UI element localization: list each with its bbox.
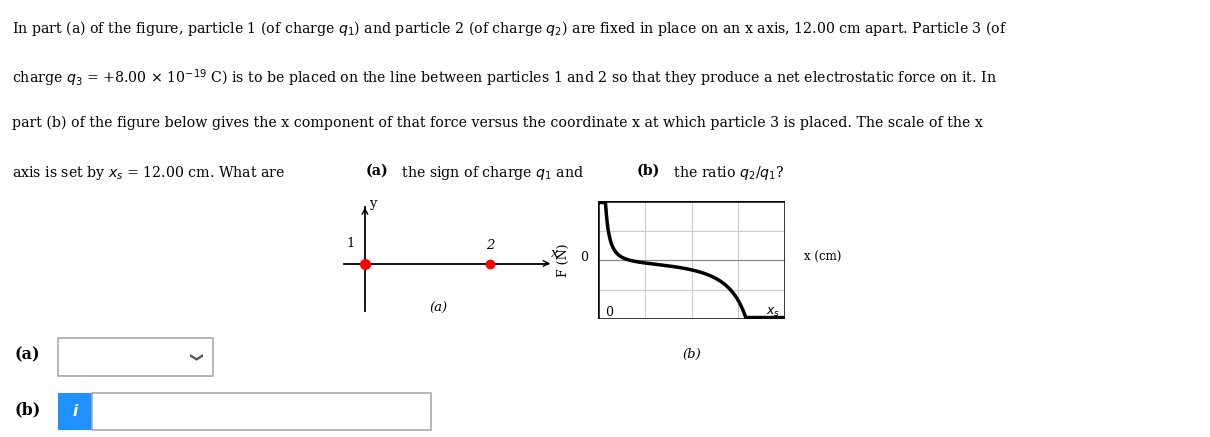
- Text: x: x: [552, 247, 559, 260]
- Text: axis is set by $x_s$ = 12.00 cm. What are: axis is set by $x_s$ = 12.00 cm. What ar…: [12, 163, 286, 181]
- Text: charge $q_3$ = +8.00 $\times$ 10$^{-19}$ C) is to be placed on the line between : charge $q_3$ = +8.00 $\times$ 10$^{-19}$…: [12, 67, 997, 89]
- Text: the ratio $q_2$/$q_1$?: the ratio $q_2$/$q_1$?: [669, 163, 784, 181]
- Text: In part (a) of the figure, particle 1 (of charge $q_1$) and particle 2 (of charg: In part (a) of the figure, particle 1 (o…: [12, 19, 1008, 38]
- Text: (a): (a): [15, 347, 40, 364]
- Text: F (N): F (N): [558, 243, 570, 277]
- Text: 2: 2: [486, 239, 495, 252]
- Text: 1: 1: [347, 237, 356, 250]
- Text: y: y: [369, 197, 376, 210]
- Text: (b): (b): [636, 163, 661, 177]
- Text: (a): (a): [430, 302, 448, 316]
- Text: (b): (b): [682, 348, 701, 361]
- Text: $x_s$: $x_s$: [766, 306, 779, 319]
- FancyBboxPatch shape: [58, 393, 92, 430]
- Text: 0: 0: [581, 251, 588, 264]
- Text: the sign of charge $q_1$ and: the sign of charge $q_1$ and: [398, 163, 584, 181]
- Text: part (b) of the figure below gives the x component of that force versus the coor: part (b) of the figure below gives the x…: [12, 115, 983, 130]
- Text: x (cm): x (cm): [805, 250, 841, 264]
- FancyBboxPatch shape: [92, 393, 431, 430]
- Text: i: i: [73, 404, 77, 419]
- Text: (a): (a): [365, 163, 388, 177]
- Text: ❯: ❯: [188, 352, 200, 363]
- Text: 0: 0: [605, 306, 613, 319]
- FancyBboxPatch shape: [58, 338, 213, 376]
- Text: (b): (b): [15, 401, 41, 418]
